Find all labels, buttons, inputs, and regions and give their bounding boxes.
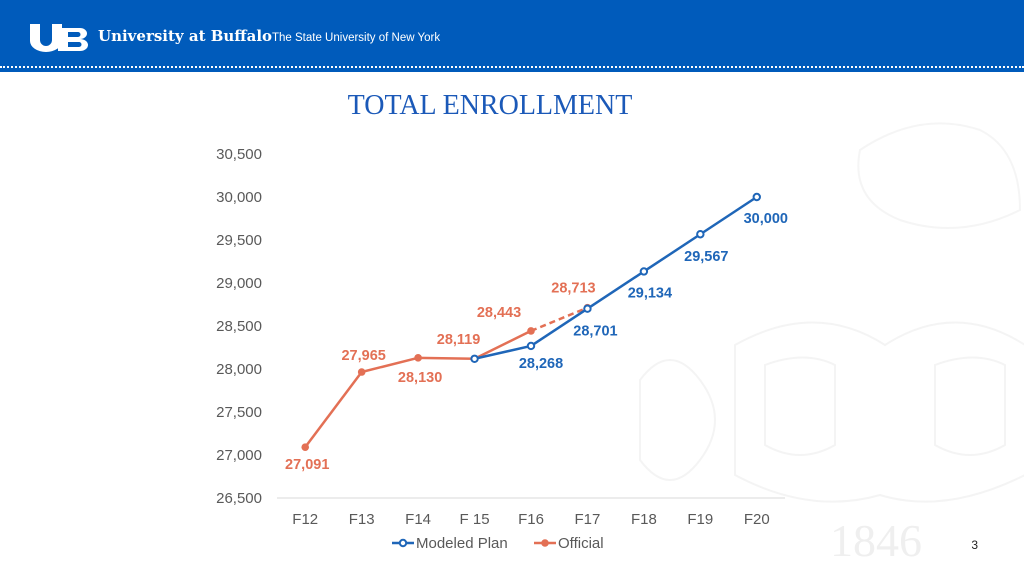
- x-tick-label: F16: [518, 511, 544, 528]
- y-tick-label: 29,500: [216, 232, 262, 249]
- series-modeled: 28,268 28,701 29,134 29,567 30,000: [470, 192, 788, 372]
- data-label: 28,130: [398, 370, 442, 386]
- y-tick-label: 26,500: [216, 490, 262, 507]
- y-tick-label: 27,000: [216, 447, 262, 464]
- data-label: 28,119: [437, 332, 481, 348]
- watermark-year: 1846: [830, 515, 922, 566]
- header-divider: [0, 66, 1024, 68]
- university-subtitle: The State University of New York: [272, 32, 441, 44]
- chart-legend: Modeled Plan Official: [392, 535, 604, 552]
- data-point: [414, 354, 422, 362]
- legend-marker: [398, 538, 408, 548]
- data-label: 30,000: [744, 211, 788, 227]
- y-tick-label: 28,500: [216, 318, 262, 335]
- data-label: 27,091: [285, 457, 329, 473]
- x-tick-label: F 15: [460, 511, 490, 528]
- data-point: [301, 443, 310, 451]
- data-label: 28,713: [551, 281, 595, 297]
- data-label: 28,268: [519, 356, 563, 372]
- x-tick-label: F18: [631, 511, 657, 528]
- series-segment: [474, 329, 532, 360]
- x-axis-labels: F12 F13 F14 F 15 F16 F17 F18 F19 F20: [292, 511, 769, 528]
- university-name: University at Buffalo: [98, 27, 273, 45]
- series-segment: [530, 307, 589, 347]
- y-tick-label: 27,500: [216, 404, 262, 421]
- data-label: 28,443: [477, 305, 521, 321]
- y-tick-label: 30,500: [216, 146, 262, 163]
- legend-label: Modeled Plan: [416, 535, 508, 552]
- chart-title: TOTAL ENROLLMENT: [347, 90, 633, 121]
- y-tick-label: 30,000: [216, 189, 262, 206]
- x-tick-label: F13: [349, 511, 375, 528]
- y-tick-label: 29,000: [216, 275, 262, 292]
- y-tick-label: 28,000: [216, 361, 262, 378]
- x-tick-label: F19: [687, 511, 713, 528]
- x-tick-label: F12: [292, 511, 318, 528]
- header-bar: University at Buffalo The State Universi…: [0, 0, 1024, 72]
- x-tick-label: F14: [405, 511, 431, 528]
- series-segment: [361, 356, 419, 374]
- series-segment: [530, 306, 588, 333]
- series-segment: [474, 344, 532, 360]
- series-segment: [304, 371, 363, 448]
- data-point: [357, 368, 366, 376]
- series-segment: [418, 356, 475, 361]
- x-tick-label: F17: [575, 511, 601, 528]
- y-axis-labels: 26,500 27,000 27,500 28,000 28,500 29,000 29,5…: [216, 146, 262, 507]
- series-segment: [643, 233, 702, 273]
- ub-logo-icon: [30, 24, 88, 52]
- legend-marker: [541, 539, 549, 547]
- x-tick-label: F20: [744, 511, 770, 528]
- data-point: [583, 304, 592, 313]
- data-label: 27,965: [341, 348, 385, 364]
- data-label: 29,567: [684, 249, 728, 265]
- series-official: 27,091 27,965 28,130 28,119 28,443 28,713: [285, 281, 596, 473]
- data-point: [527, 327, 535, 335]
- series-segment: [699, 195, 758, 236]
- data-point: [752, 192, 761, 202]
- data-point: [526, 341, 536, 351]
- data-point: [696, 230, 705, 239]
- legend-label: Official: [558, 535, 604, 552]
- series-segment: [586, 270, 645, 310]
- data-label: 28,701: [573, 324, 617, 340]
- data-point: [639, 267, 649, 276]
- data-label: 29,134: [628, 285, 672, 301]
- page-number: 3: [971, 538, 978, 552]
- data-point: [470, 354, 479, 363]
